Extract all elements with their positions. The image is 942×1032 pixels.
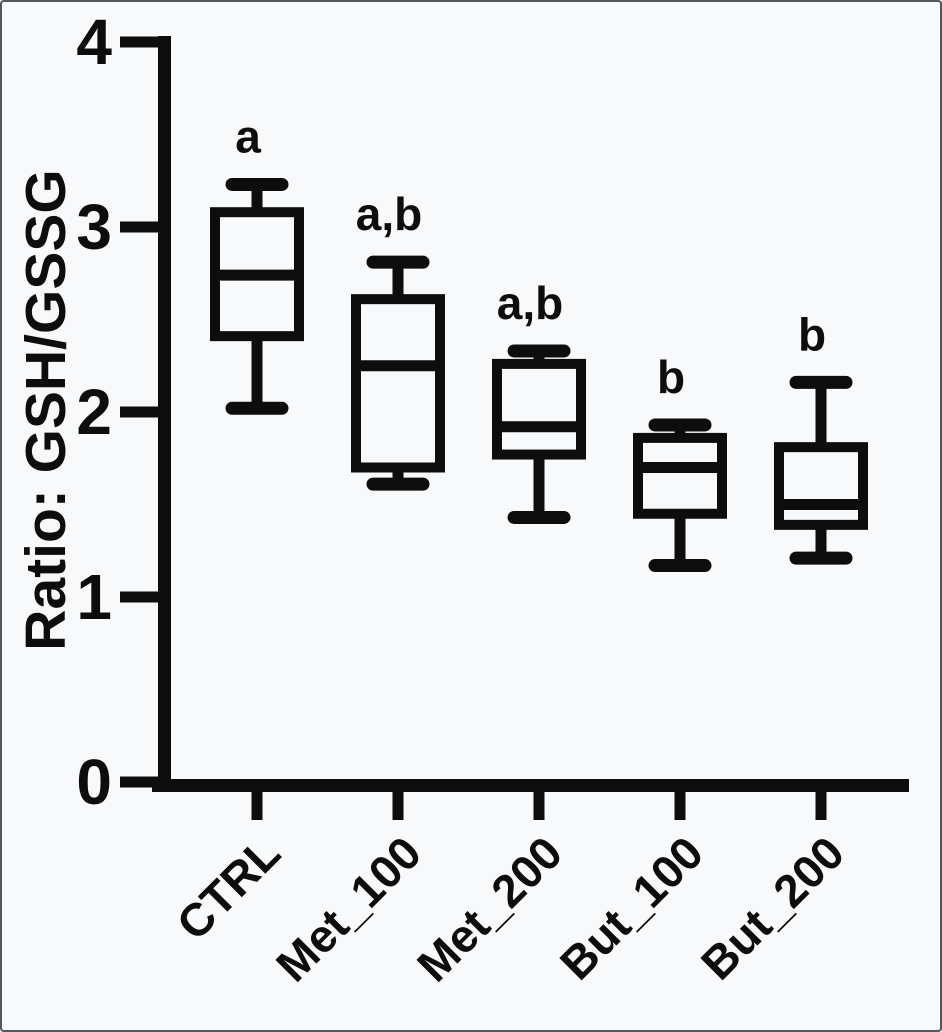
box-rect-But_200 [774,442,868,530]
x-category-label: Met_100 [266,826,431,991]
box-rect-Met_100 [351,294,445,473]
x-category-label: But_100 [550,826,713,989]
y-tick-label: 3 [76,191,112,263]
significance-label: b [798,308,826,360]
significance-label: b [657,351,685,403]
box-rect-Met_200 [492,358,586,460]
y-tick-label: 1 [76,561,112,633]
y-tick-label: 0 [76,746,112,818]
y-tick-label: 4 [76,6,112,78]
significance-label: a [235,110,261,162]
x-category-label: But_200 [691,826,854,989]
box-rect-But_100 [633,432,727,519]
y-tick-label: 2 [76,376,112,448]
significance-label: a,b [497,277,563,329]
x-category-label: Met_200 [407,826,572,991]
y-axis-title: Ratio: GSH/GSSG [14,169,78,651]
x-category-label: CTRL [167,826,290,949]
significance-label: a,b [356,188,422,240]
